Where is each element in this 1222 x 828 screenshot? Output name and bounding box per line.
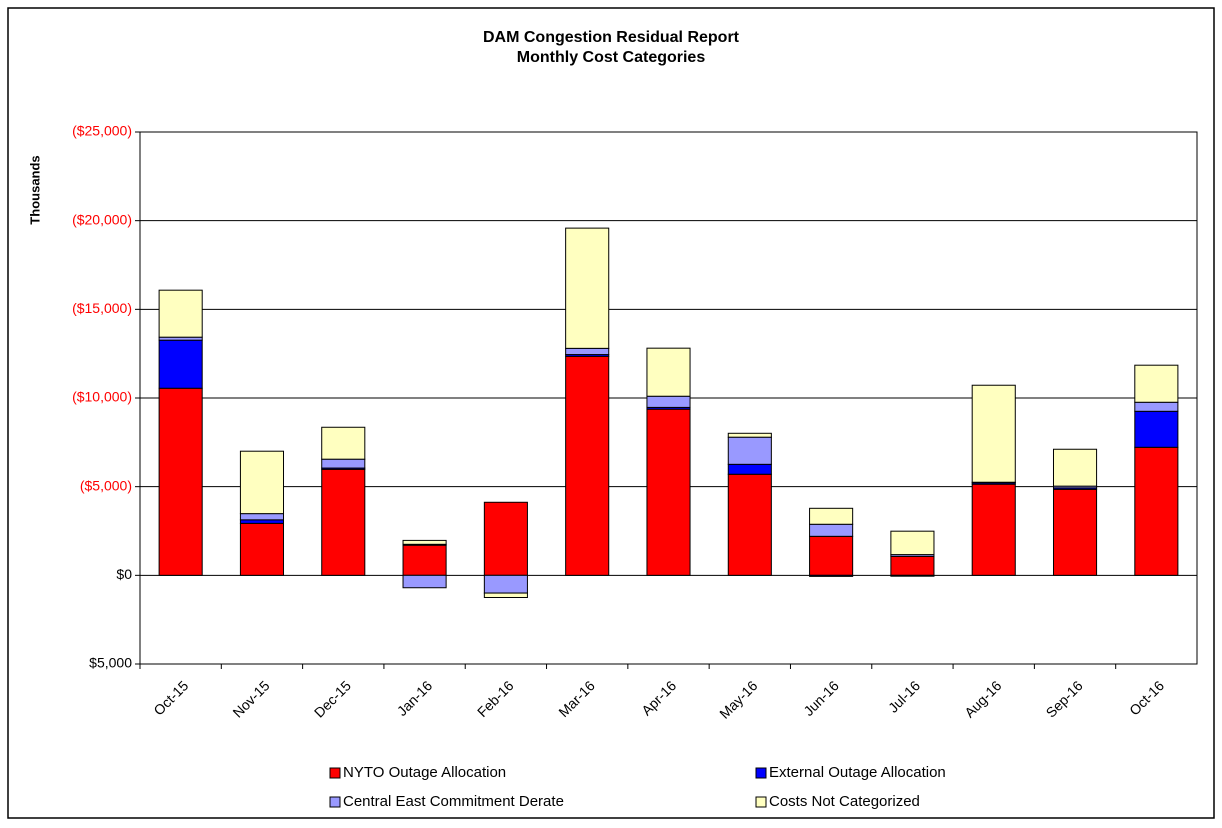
legend-label: NYTO Outage Allocation — [343, 764, 506, 781]
bar-segment — [321, 468, 366, 576]
legend-label: Costs Not Categorized — [769, 793, 920, 810]
bar-segment — [727, 463, 772, 475]
bar-segment — [483, 592, 528, 598]
legend-swatch — [329, 767, 341, 779]
y-axis-label: Thousands — [27, 155, 42, 224]
bar-segment — [1134, 446, 1179, 576]
legend-swatch — [329, 796, 341, 808]
y-tick-label: $0 — [116, 566, 132, 582]
y-tick-label: ($15,000) — [72, 300, 132, 316]
bar-segment — [402, 574, 447, 589]
bar-segment — [402, 544, 447, 576]
bar-segment — [809, 535, 854, 576]
bar-segment — [809, 523, 854, 537]
bar-segment — [646, 347, 691, 397]
legend-label: Central East Commitment Derate — [343, 793, 564, 810]
chart-subtitle: Monthly Cost Categories — [517, 49, 706, 66]
bar-segment — [1052, 448, 1098, 487]
y-tick-label: ($10,000) — [72, 389, 132, 405]
bar-segment — [565, 355, 610, 576]
bar-segment — [321, 458, 366, 469]
bar-segment — [565, 227, 610, 349]
bar-segment — [239, 513, 285, 521]
bar-segment — [158, 387, 203, 576]
bar-segment — [809, 574, 854, 577]
bar-segment — [158, 289, 203, 338]
bar-segment — [890, 530, 935, 556]
bar-segment — [1134, 401, 1179, 412]
bar-segment — [890, 574, 935, 577]
bar-segment — [239, 522, 285, 576]
bar-segment — [239, 519, 285, 524]
bar-segment — [890, 555, 935, 576]
chart-title: DAM Congestion Residual Report — [483, 29, 740, 46]
y-tick-label: $5,000 — [89, 655, 132, 671]
bar-segment — [321, 426, 366, 460]
bar-segment — [1052, 488, 1098, 576]
bar-segment — [727, 432, 772, 438]
bar-segment — [646, 408, 691, 576]
bar-segment — [727, 473, 772, 576]
bar-segment — [1134, 364, 1179, 403]
bar-segment — [565, 347, 610, 356]
legend-label: External Outage Allocation — [769, 764, 946, 781]
bar-segment — [402, 539, 447, 545]
bar-segment — [809, 507, 854, 525]
legend-swatch — [755, 796, 767, 808]
bar-segment — [646, 395, 691, 408]
y-tick-label: ($25,000) — [72, 123, 132, 139]
bar-segment — [971, 483, 1016, 576]
bar-segment — [1134, 410, 1179, 448]
y-tick-label: ($5,000) — [80, 477, 132, 493]
bar-segment — [483, 501, 528, 576]
bar-segment — [971, 384, 1016, 483]
bar-segment — [727, 436, 772, 465]
bar-segment — [483, 574, 528, 594]
bar-segment — [239, 450, 285, 515]
y-tick-label: ($20,000) — [72, 211, 132, 227]
bar-segment — [158, 339, 203, 389]
legend-swatch — [755, 767, 767, 779]
